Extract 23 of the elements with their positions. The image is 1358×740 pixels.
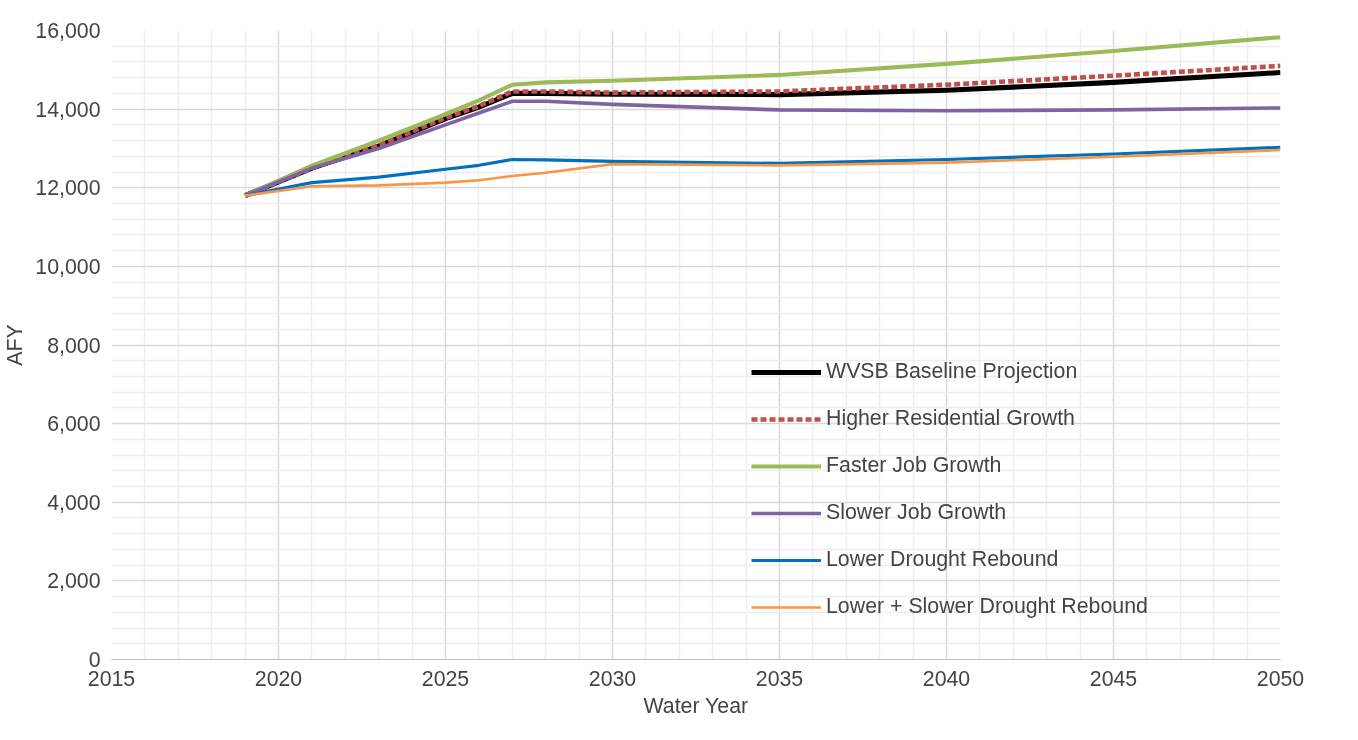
- x-tick-label: 2040: [922, 666, 971, 691]
- x-tick-label: 2035: [755, 666, 804, 691]
- legend-label: Higher Residential Growth: [826, 406, 1075, 431]
- y-tick-label: 16,000: [35, 19, 101, 43]
- y-tick-label: 12,000: [35, 176, 101, 201]
- legend-label: Faster Job Growth: [826, 453, 1002, 478]
- y-tick-label: 14,000: [35, 97, 101, 122]
- x-axis-title: Water Year: [643, 693, 749, 718]
- x-tick-label: 2050: [1256, 666, 1305, 691]
- y-tick-label: 4,000: [47, 490, 101, 515]
- y-tick-label: 10,000: [35, 254, 101, 279]
- legend-label: Lower Drought Rebound: [826, 547, 1059, 572]
- y-tick-label: 8,000: [47, 333, 101, 358]
- x-tick-label: 2045: [1089, 666, 1138, 691]
- legend-label: WVSB Baseline Projection: [826, 359, 1078, 384]
- legend-label: Slower Job Growth: [826, 500, 1007, 525]
- legend-label: Lower + Slower Drought Rebound: [826, 594, 1148, 619]
- y-tick-label: 6,000: [47, 412, 101, 437]
- y-tick-label: 2,000: [47, 569, 101, 594]
- x-tick-label: 2025: [421, 666, 470, 691]
- y-axis-title: AFY: [3, 324, 28, 366]
- x-tick-label: 2030: [588, 666, 637, 691]
- x-tick-label: 2020: [254, 666, 303, 691]
